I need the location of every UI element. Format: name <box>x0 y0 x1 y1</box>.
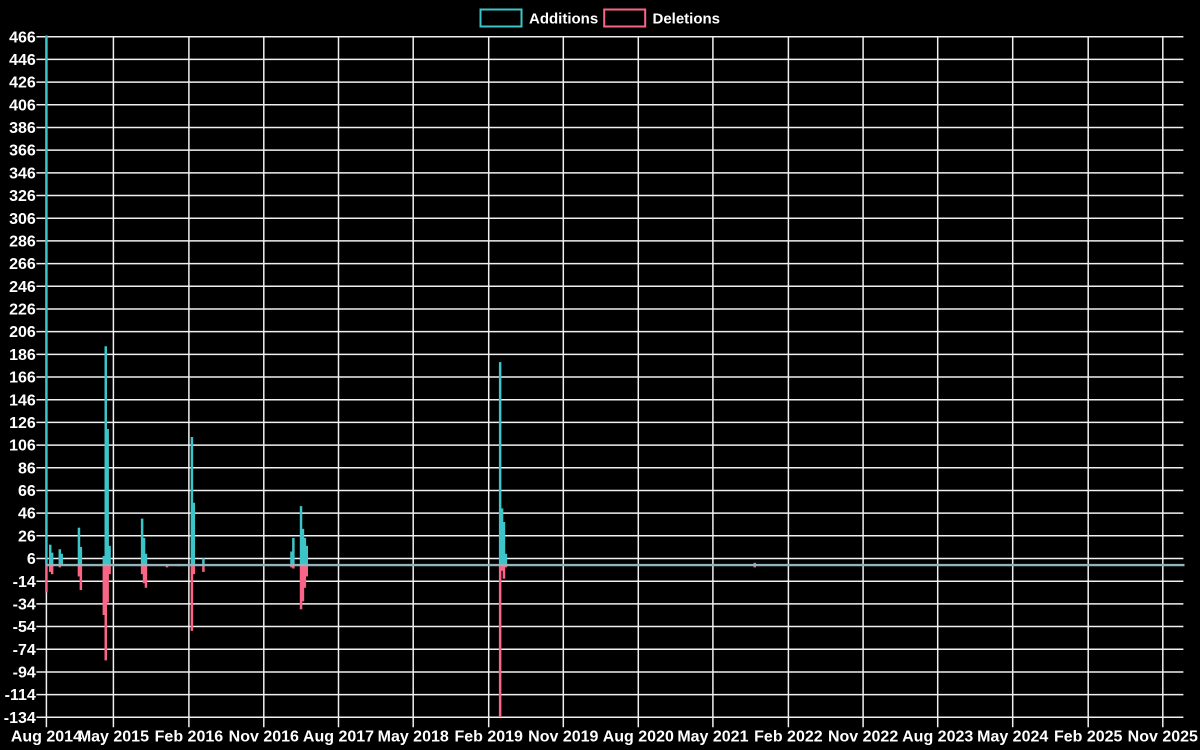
svg-text:-34: -34 <box>13 596 36 613</box>
svg-text:Nov 2022: Nov 2022 <box>828 729 898 746</box>
svg-text:306: 306 <box>9 211 36 228</box>
svg-text:146: 146 <box>9 392 36 409</box>
svg-text:66: 66 <box>18 483 36 500</box>
svg-text:Nov 2019: Nov 2019 <box>528 729 598 746</box>
svg-text:-134: -134 <box>4 710 36 727</box>
svg-text:Aug 2020: Aug 2020 <box>603 729 674 746</box>
svg-text:-94: -94 <box>13 665 36 682</box>
svg-text:246: 246 <box>9 279 36 296</box>
svg-text:186: 186 <box>9 347 36 364</box>
svg-text:Nov 2016: Nov 2016 <box>229 729 299 746</box>
svg-text:Feb 2022: Feb 2022 <box>754 729 823 746</box>
svg-text:346: 346 <box>9 165 36 182</box>
svg-text:86: 86 <box>18 460 36 477</box>
svg-text:Nov 2025: Nov 2025 <box>1128 729 1198 746</box>
svg-text:166: 166 <box>9 370 36 387</box>
svg-text:Feb 2025: Feb 2025 <box>1054 729 1123 746</box>
svg-text:-74: -74 <box>13 642 36 659</box>
svg-text:-14: -14 <box>13 574 36 591</box>
svg-text:406: 406 <box>9 97 36 114</box>
svg-text:26: 26 <box>18 528 36 545</box>
svg-text:466: 466 <box>9 29 36 46</box>
svg-text:May 2018: May 2018 <box>378 729 449 746</box>
svg-text:Feb 2019: Feb 2019 <box>454 729 523 746</box>
svg-text:106: 106 <box>9 438 36 455</box>
svg-text:May 2021: May 2021 <box>677 729 748 746</box>
svg-text:226: 226 <box>9 302 36 319</box>
svg-text:266: 266 <box>9 256 36 273</box>
svg-text:-114: -114 <box>5 687 36 704</box>
svg-text:326: 326 <box>9 188 36 205</box>
svg-text:-54: -54 <box>13 619 36 636</box>
svg-text:May 2024: May 2024 <box>977 729 1048 746</box>
svg-text:386: 386 <box>9 120 36 137</box>
svg-text:Aug 2017: Aug 2017 <box>303 729 374 746</box>
svg-text:206: 206 <box>9 324 36 341</box>
svg-text:May 2015: May 2015 <box>78 729 149 746</box>
svg-text:Deletions: Deletions <box>653 11 721 28</box>
svg-text:Aug 2014: Aug 2014 <box>11 729 82 746</box>
svg-text:Feb 2016: Feb 2016 <box>155 729 224 746</box>
svg-text:126: 126 <box>9 415 36 432</box>
svg-text:366: 366 <box>9 143 36 160</box>
svg-text:Aug 2023: Aug 2023 <box>902 729 973 746</box>
svg-text:286: 286 <box>9 233 36 250</box>
svg-text:426: 426 <box>9 75 36 92</box>
svg-text:446: 446 <box>9 52 36 69</box>
svg-text:Additions: Additions <box>529 11 598 28</box>
svg-text:6: 6 <box>27 551 36 568</box>
svg-text:46: 46 <box>18 506 36 523</box>
